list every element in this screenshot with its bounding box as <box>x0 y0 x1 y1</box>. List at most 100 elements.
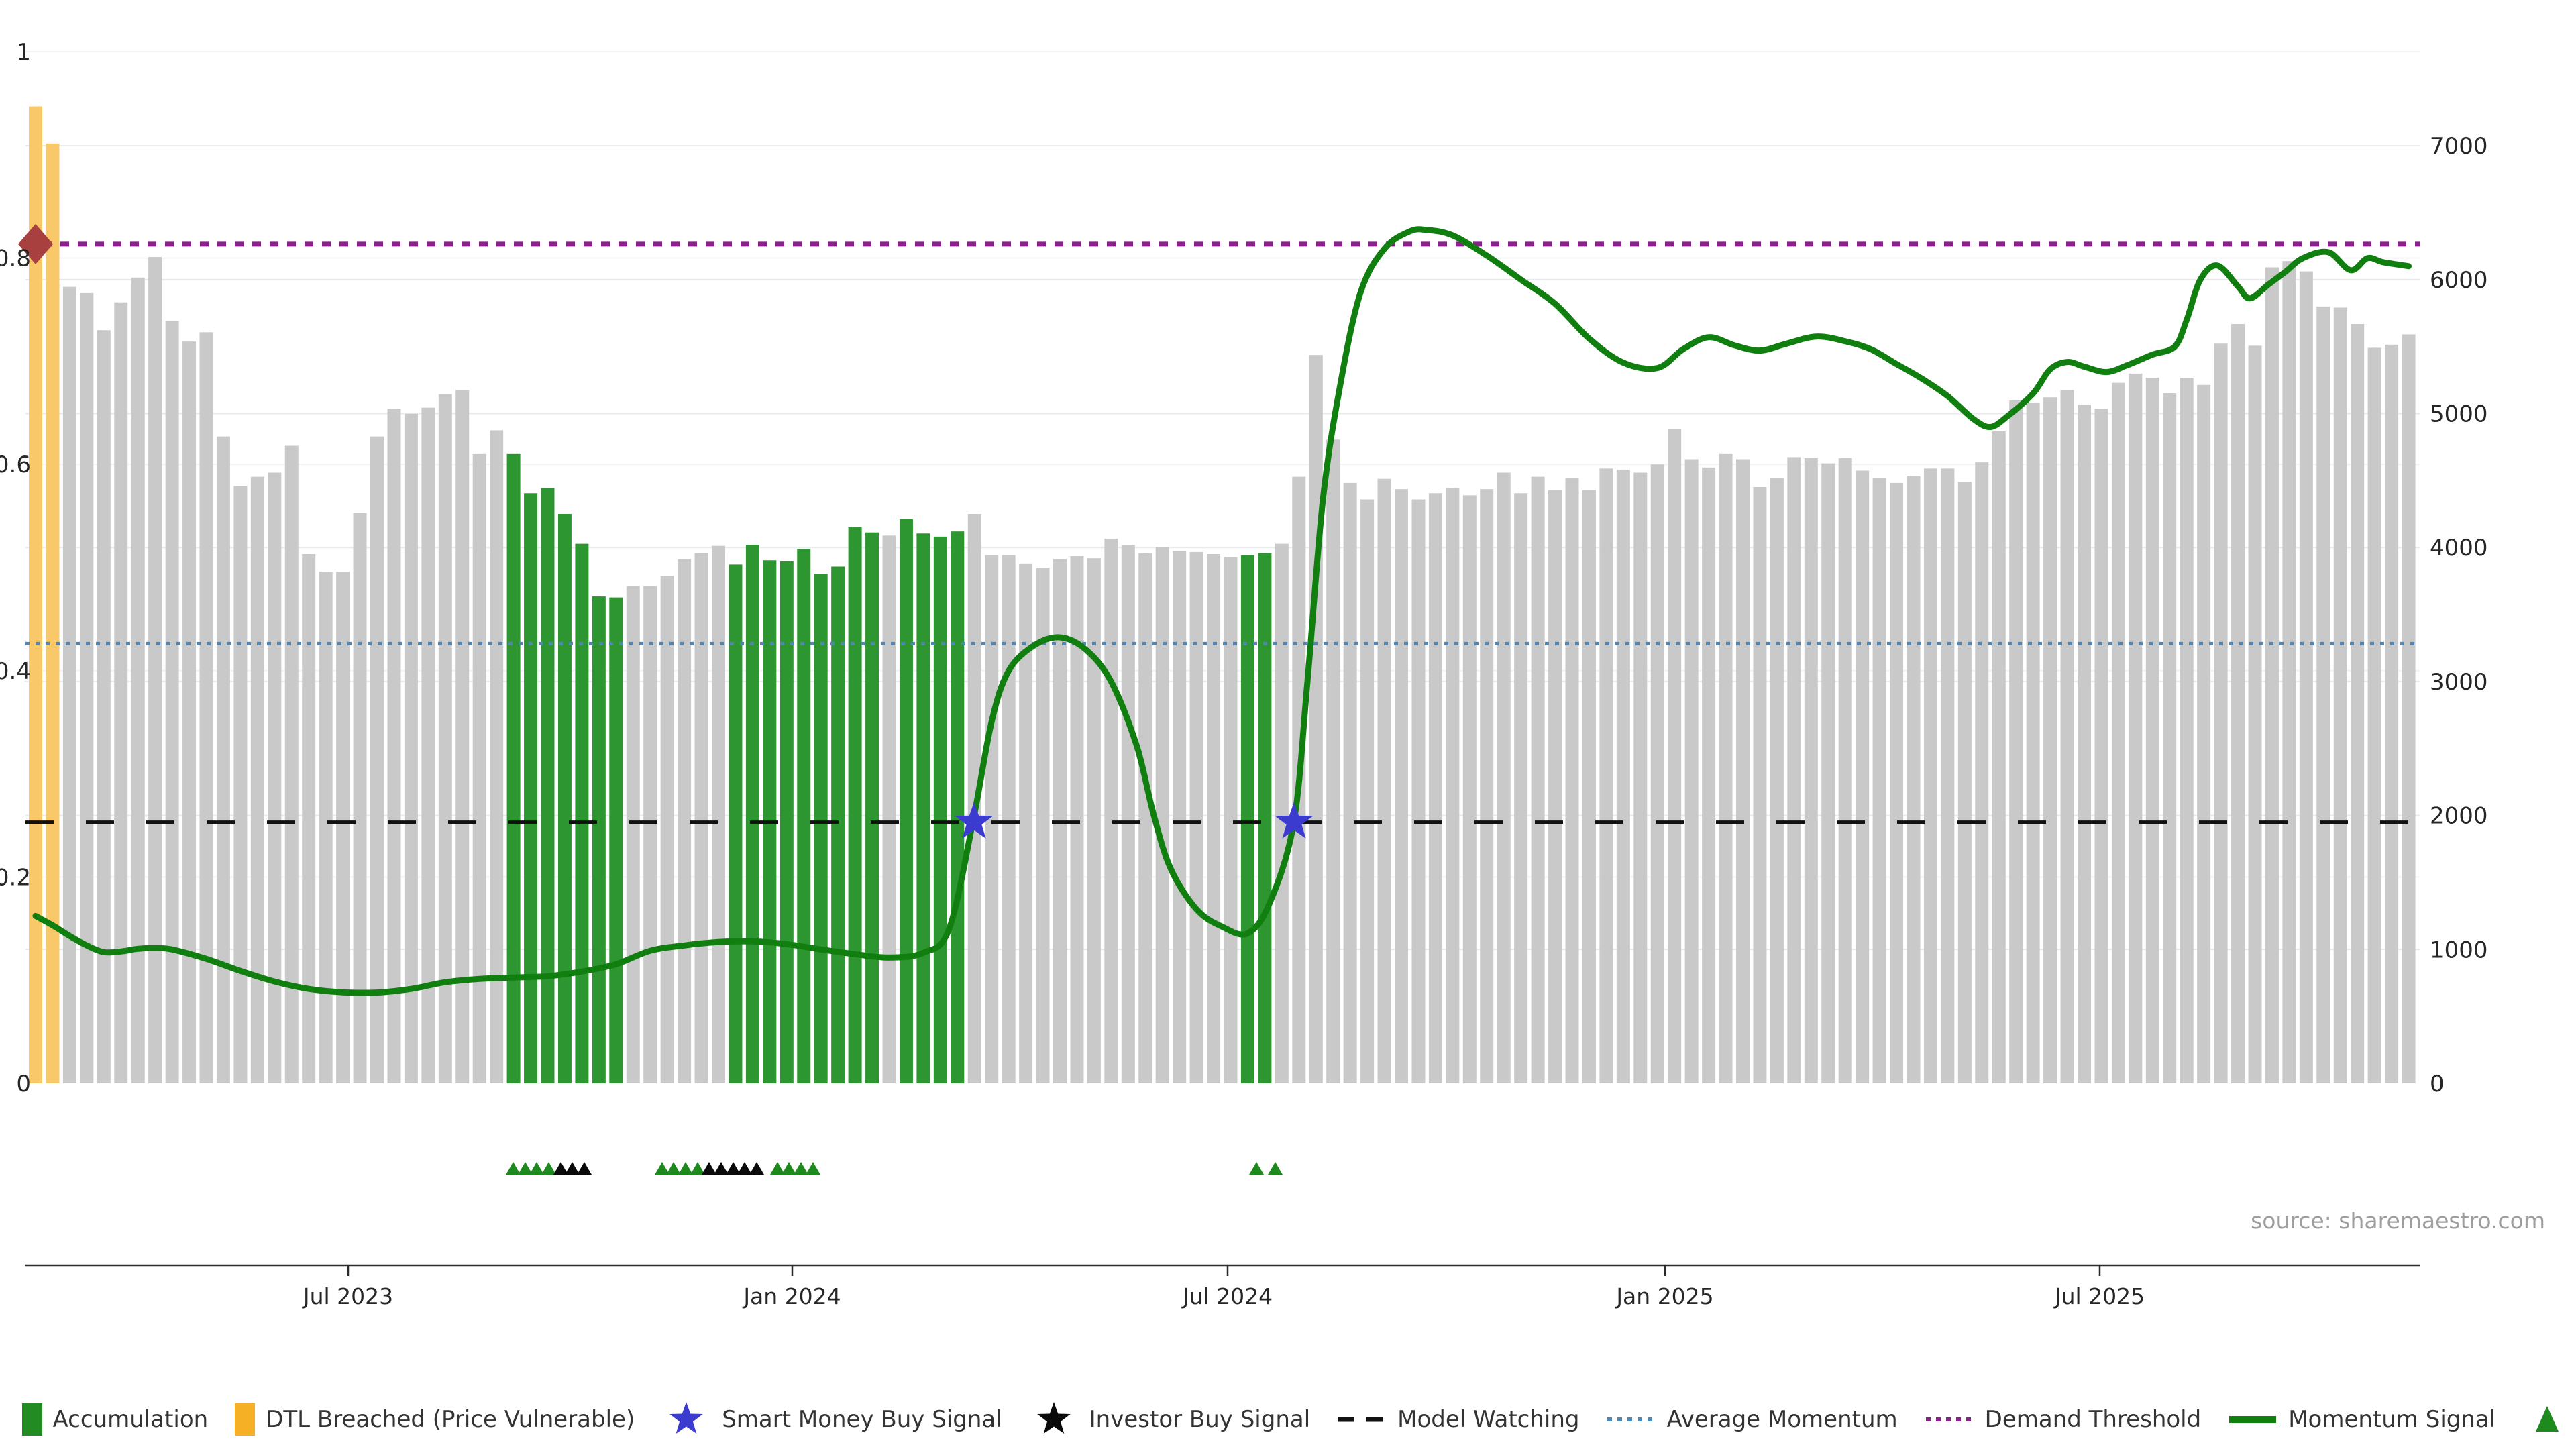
close-price-bar <box>2248 345 2262 1083</box>
accumulation-bar <box>506 453 521 1083</box>
close-price-bar <box>1514 493 1528 1083</box>
y-right-tick-label: 3000 <box>2430 669 2488 696</box>
close-price-bar <box>1531 476 1545 1083</box>
close-price-bar <box>1975 462 1989 1083</box>
accumulation-triangle-marker <box>690 1162 705 1175</box>
close-price-bar <box>626 586 640 1083</box>
y-right-tick-label: 2000 <box>2430 803 2488 830</box>
close-price-bar <box>319 572 333 1083</box>
y-right-tick-label: 4000 <box>2430 535 2488 561</box>
close-price-bar <box>1770 478 1784 1083</box>
close-price-bar <box>1343 482 1357 1083</box>
accumulation-triangle-marker <box>518 1162 533 1175</box>
close-price-bar <box>1002 555 1016 1083</box>
close-price-bar <box>1462 495 1477 1083</box>
close-price-bar <box>1923 468 1937 1083</box>
close-price-bar <box>1104 538 1118 1083</box>
legend-item-7: Demand Threshold <box>1923 1401 2202 1438</box>
close-price-bar <box>1087 558 1101 1083</box>
close-price-bar <box>2163 393 2177 1083</box>
close-price-bar <box>2145 378 2159 1083</box>
close-price-bar <box>2043 397 2057 1083</box>
y-left-tick-label: 0.4 <box>0 658 31 685</box>
x-axis-tick-label: Jul 2023 <box>302 1283 393 1309</box>
close-price-bar <box>1650 464 1664 1083</box>
close-price-bar <box>2333 307 2347 1083</box>
close-price-bar <box>2402 334 2416 1083</box>
close-price-bar <box>114 302 128 1083</box>
close-price-bar <box>1548 490 1562 1083</box>
x-axis-tick-label: Jan 2025 <box>1615 1283 1713 1309</box>
legend-item-9: Accumulation <box>2521 1401 2576 1438</box>
close-price-bar <box>712 545 725 1083</box>
legend-item-1: Accumulation <box>21 1401 208 1438</box>
close-price-bar <box>1582 490 1596 1083</box>
legend-item-2: DTL Breached (Price Vulnerable) <box>233 1401 635 1438</box>
close-price-bar <box>985 555 999 1083</box>
star-legend-marker-icon <box>669 1402 703 1434</box>
close-price-bar <box>2214 343 2228 1083</box>
accumulation-bar <box>865 532 879 1083</box>
legend-item-label: DTL Breached (Price Vulnerable) <box>266 1406 635 1433</box>
accumulation-triangle-marker <box>541 1162 556 1175</box>
close-price-bar <box>302 554 316 1083</box>
close-price-bar <box>80 292 94 1084</box>
accumulation-bar <box>745 545 759 1083</box>
close-price-bar <box>233 486 248 1083</box>
close-price-bar <box>2385 344 2399 1083</box>
close-price-bar <box>1121 545 1135 1083</box>
close-price-bar <box>1446 488 1460 1083</box>
accumulation-bar <box>729 564 743 1083</box>
close-price-bar <box>1736 459 1750 1083</box>
investor-triangle-marker <box>577 1162 592 1175</box>
close-price-bar <box>2129 373 2143 1084</box>
y-right-tick-label: 0 <box>2430 1071 2445 1097</box>
legend-item-6: Average Momentum <box>1605 1401 1898 1438</box>
close-price-bar <box>1668 429 1682 1083</box>
close-price-bar <box>148 257 162 1083</box>
close-price-bar <box>1173 551 1187 1083</box>
close-price-bar <box>2060 390 2074 1083</box>
close-price-bar <box>1838 458 1852 1083</box>
close-price-bar <box>1787 457 1801 1083</box>
accumulation-bar <box>575 543 589 1083</box>
investor-triangle-marker <box>749 1162 764 1175</box>
close-price-bar <box>1907 476 1921 1083</box>
close-price-bar <box>1856 470 1870 1083</box>
close-price-bar <box>268 472 282 1083</box>
investor-triangle-marker <box>553 1162 568 1175</box>
close-price-bar <box>131 277 145 1083</box>
close-price-bar <box>1684 459 1699 1083</box>
close-price-bar <box>370 436 384 1083</box>
close-price-bar <box>1599 468 1613 1083</box>
close-price-bar <box>2197 384 2211 1084</box>
accumulation-bar <box>814 574 828 1083</box>
close-price-bar <box>1207 554 1221 1083</box>
close-price-bar <box>1155 547 1169 1083</box>
close-price-bar <box>1804 458 1818 1083</box>
momentum-signal-line <box>32 226 2412 996</box>
close-price-bar <box>250 476 264 1083</box>
close-price-bar <box>284 445 299 1083</box>
dtl-breached-bar <box>29 106 42 1083</box>
close-price-bar <box>216 436 230 1083</box>
close-price-bar <box>1480 489 1494 1083</box>
legend-item-label: Smart Money Buy Signal <box>722 1406 1002 1433</box>
close-price-bar <box>1565 478 1579 1083</box>
legend-item-label: Momentum Signal <box>2288 1406 2496 1433</box>
dotted-line-legend-marker-icon <box>1607 1417 1655 1421</box>
close-price-bar <box>2180 378 2194 1083</box>
close-price-bar <box>2299 271 2313 1083</box>
y-left-tick-label: 0.8 <box>0 246 31 272</box>
legend-item-3: Smart Money Buy Signal <box>660 1401 1002 1438</box>
close-price-bar <box>199 332 213 1084</box>
y-left-tick-label: 0.6 <box>0 451 31 478</box>
accumulation-triangle-marker <box>806 1162 820 1175</box>
accumulation-triangle-marker <box>782 1162 796 1175</box>
legend-item-label: Demand Threshold <box>1984 1406 2202 1433</box>
accumulation-bar <box>609 597 623 1083</box>
accumulation-triangle-marker <box>678 1162 693 1175</box>
close-price-bar <box>1890 482 1904 1083</box>
accumulation-bar <box>848 527 862 1083</box>
